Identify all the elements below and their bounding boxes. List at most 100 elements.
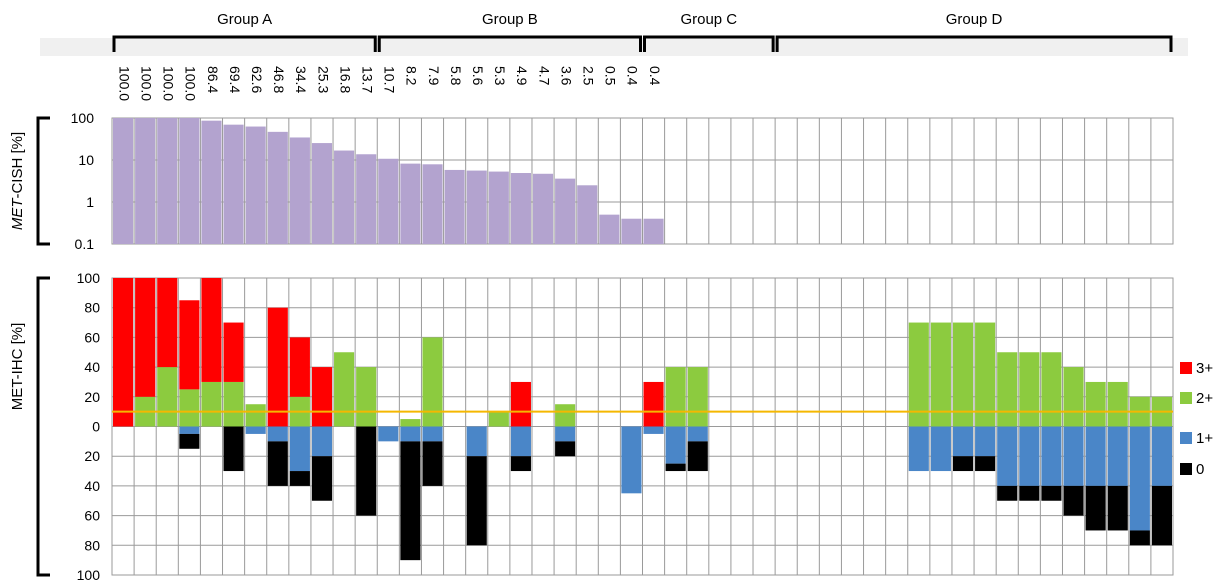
ihc-bar-0 bbox=[511, 456, 531, 471]
cish-y-tick: 10 bbox=[78, 152, 94, 168]
ihc-bar-0 bbox=[290, 471, 310, 486]
ihc-bar-0 bbox=[467, 456, 487, 545]
cish-bar bbox=[489, 172, 509, 244]
ihc-bar-2plus bbox=[356, 367, 376, 426]
cish-value-label: 100.0 bbox=[138, 66, 154, 101]
ihc-bar-1plus bbox=[1152, 427, 1172, 486]
ihc-axis-bracket bbox=[38, 278, 50, 575]
ihc-y-tick: 20 bbox=[84, 389, 100, 405]
cish-bar bbox=[268, 132, 288, 244]
ihc-bar-2plus bbox=[688, 367, 708, 426]
cish-value-label: 5.8 bbox=[448, 66, 464, 86]
ihc-bar-1plus bbox=[1063, 427, 1083, 486]
ihc-bar-1plus bbox=[246, 427, 266, 434]
ihc-bar-3plus bbox=[135, 278, 155, 397]
ihc-bar-3plus bbox=[201, 278, 221, 382]
legend-label: 2+ bbox=[1196, 390, 1213, 407]
cish-value-label: 46.8 bbox=[271, 66, 287, 93]
ihc-bar-2plus bbox=[201, 382, 221, 427]
ihc-bar-2plus bbox=[1063, 367, 1083, 426]
ihc-bar-0 bbox=[666, 464, 686, 471]
ihc-bar-0 bbox=[1063, 486, 1083, 516]
ihc-bar-2plus bbox=[400, 419, 420, 426]
cish-y-tick: 100 bbox=[71, 110, 95, 126]
ihc-bar-2plus bbox=[334, 352, 354, 426]
cish-bar bbox=[356, 154, 376, 244]
cish-bar bbox=[577, 185, 597, 244]
ihc-bar-2plus bbox=[1108, 382, 1128, 427]
ihc-bar-1plus bbox=[1086, 427, 1106, 486]
ihc-bar-3plus bbox=[290, 337, 310, 396]
cish-bar bbox=[533, 174, 553, 244]
ihc-bar-2plus bbox=[555, 404, 575, 426]
ihc-bar-0 bbox=[312, 456, 332, 501]
cish-value-label: 0.5 bbox=[603, 66, 619, 86]
cish-bar bbox=[224, 125, 244, 244]
ihc-bar-3plus bbox=[644, 382, 664, 427]
ihc-y-tick: 40 bbox=[84, 478, 100, 494]
cish-bar bbox=[290, 137, 310, 244]
ihc-bar-1plus bbox=[997, 427, 1017, 486]
ihc-bar-1plus bbox=[909, 427, 929, 472]
cish-bar bbox=[467, 171, 487, 244]
ihc-bar-3plus bbox=[268, 308, 288, 427]
cish-value-label: 25.3 bbox=[315, 66, 331, 93]
ihc-bar-0 bbox=[224, 427, 244, 472]
cish-bar bbox=[400, 164, 420, 244]
ihc-bar-1plus bbox=[931, 427, 951, 472]
cish-value-label: 100.0 bbox=[183, 66, 199, 101]
cish-value-label: 7.9 bbox=[426, 66, 442, 86]
cish-bar bbox=[621, 219, 641, 244]
ihc-bar-1plus bbox=[953, 427, 973, 457]
cish-value-label: 34.4 bbox=[293, 66, 309, 93]
ihc-bar-1plus bbox=[621, 427, 641, 494]
ihc-bar-0 bbox=[179, 434, 199, 449]
ihc-y-tick: 60 bbox=[84, 508, 100, 524]
cish-value-label: 100.0 bbox=[161, 66, 177, 101]
cish-value-label: 100.0 bbox=[116, 66, 132, 101]
ihc-bar-0 bbox=[975, 456, 995, 471]
cish-bar bbox=[246, 127, 266, 244]
cish-bar bbox=[157, 118, 177, 244]
ihc-y-tick: 80 bbox=[84, 300, 100, 316]
ihc-bar-1plus bbox=[400, 427, 420, 442]
cish-value-label: 4.9 bbox=[514, 66, 530, 86]
cish-bar bbox=[312, 143, 332, 244]
legend-label: 1+ bbox=[1196, 430, 1213, 447]
cish-bar bbox=[378, 159, 398, 244]
legend-label: 0 bbox=[1196, 461, 1204, 478]
cish-bar bbox=[644, 219, 664, 244]
cish-value-label: 13.7 bbox=[359, 66, 375, 93]
ihc-bar-0 bbox=[1041, 486, 1061, 501]
ihc-bar-1plus bbox=[975, 427, 995, 457]
ihc-bar-0 bbox=[1086, 486, 1106, 531]
ihc-bar-1plus bbox=[1108, 427, 1128, 486]
cish-bar bbox=[113, 118, 133, 244]
ihc-bar-1plus bbox=[555, 427, 575, 442]
ihc-bar-2plus bbox=[1086, 382, 1106, 427]
cish-bar bbox=[201, 121, 221, 244]
legend-swatch bbox=[1180, 362, 1192, 374]
ihc-y-tick: 80 bbox=[84, 537, 100, 553]
cish-value-label: 3.6 bbox=[558, 66, 574, 86]
legend-swatch bbox=[1180, 392, 1192, 404]
cish-bar bbox=[555, 179, 575, 244]
cish-value-label: 0.4 bbox=[647, 66, 663, 86]
ihc-y-tick: 100 bbox=[77, 567, 101, 583]
ihc-bar-1plus bbox=[666, 427, 686, 464]
ihc-bar-3plus bbox=[224, 323, 244, 382]
ihc-bar-0 bbox=[1130, 530, 1150, 545]
ihc-bar-1plus bbox=[1041, 427, 1061, 486]
ihc-bar-2plus bbox=[1041, 352, 1061, 426]
ihc-bar-0 bbox=[356, 427, 376, 516]
ihc-bar-1plus bbox=[378, 427, 398, 442]
ihc-bar-3plus bbox=[511, 382, 531, 427]
ihc-bar-1plus bbox=[1130, 427, 1150, 531]
ihc-bar-2plus bbox=[179, 389, 199, 426]
ihc-bar-2plus bbox=[157, 367, 177, 426]
ihc-bar-0 bbox=[1019, 486, 1039, 501]
cish-y-label: MET-CISH [%] bbox=[9, 132, 26, 230]
cish-bar bbox=[135, 118, 155, 244]
cish-value-label: 4.7 bbox=[536, 66, 552, 86]
ihc-bar-0 bbox=[688, 441, 708, 471]
